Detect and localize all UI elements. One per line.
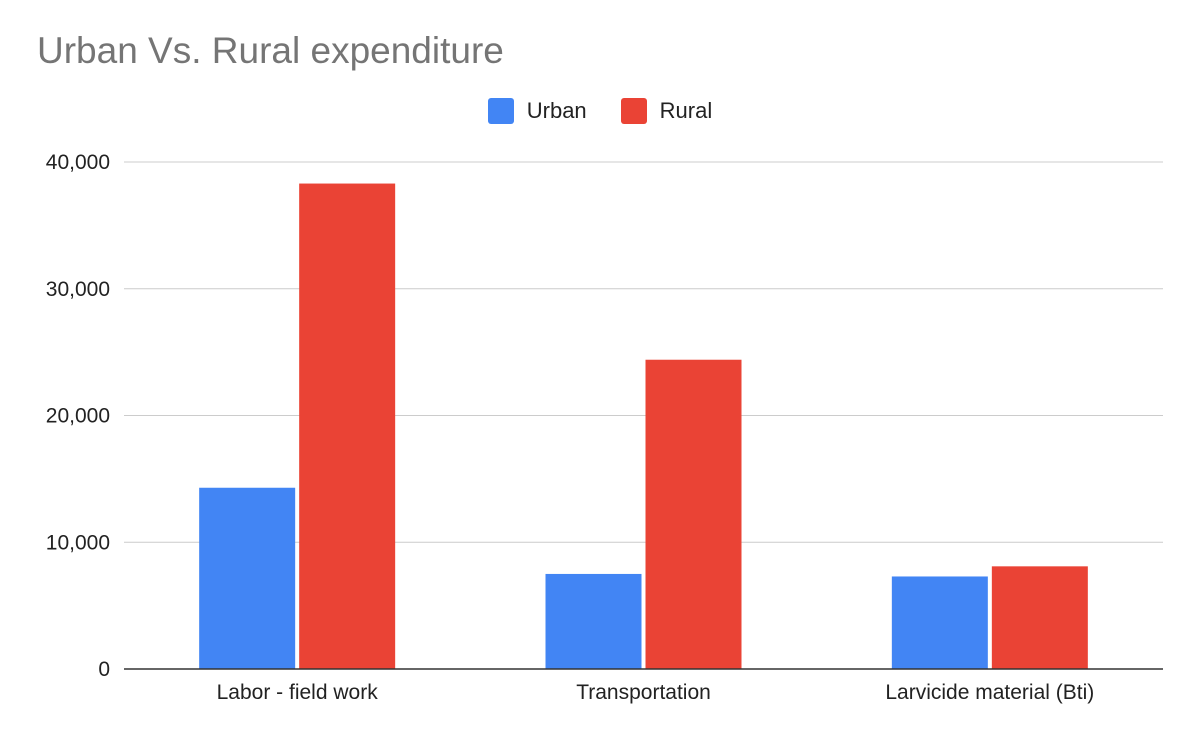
y-tick-label: 40,000 xyxy=(46,151,110,174)
y-tick-label: 30,000 xyxy=(46,278,110,301)
y-tick-label: 10,000 xyxy=(46,531,110,554)
y-tick-labels: 0 10,000 20,000 30,000 40,000 xyxy=(46,151,110,681)
legend-swatch-rural xyxy=(620,98,647,124)
legend-item-rural[interactable]: Rural xyxy=(620,98,713,124)
bar-urban-2[interactable] xyxy=(891,576,988,669)
legend-item-urban[interactable]: Urban xyxy=(487,98,587,124)
legend-swatch-urban xyxy=(487,98,514,124)
x-tick-labels: Labor - field work Transportation Larvicid… xyxy=(217,681,1095,704)
legend: Urban Rural xyxy=(0,98,1200,124)
legend-label-urban: Urban xyxy=(526,98,587,123)
legend-label-rural: Rural xyxy=(659,98,713,123)
y-tick-label: 0 xyxy=(98,658,110,681)
bar-rural-0[interactable] xyxy=(299,183,396,670)
bar-urban-1[interactable] xyxy=(545,573,642,669)
bar-rural-2[interactable] xyxy=(991,566,1088,669)
gridlines xyxy=(124,161,1163,543)
chart-title: Urban Vs. Rural expenditure xyxy=(37,30,504,71)
bar-urban-0[interactable] xyxy=(199,487,296,669)
bars xyxy=(199,183,1088,670)
y-tick-label: 20,000 xyxy=(46,405,110,428)
x-tick-label: Transportation xyxy=(576,681,711,704)
bar-rural-1[interactable] xyxy=(645,359,742,669)
x-tick-label: Labor - field work xyxy=(217,681,379,704)
x-tick-label: Larvicide material (Bti) xyxy=(885,681,1094,704)
